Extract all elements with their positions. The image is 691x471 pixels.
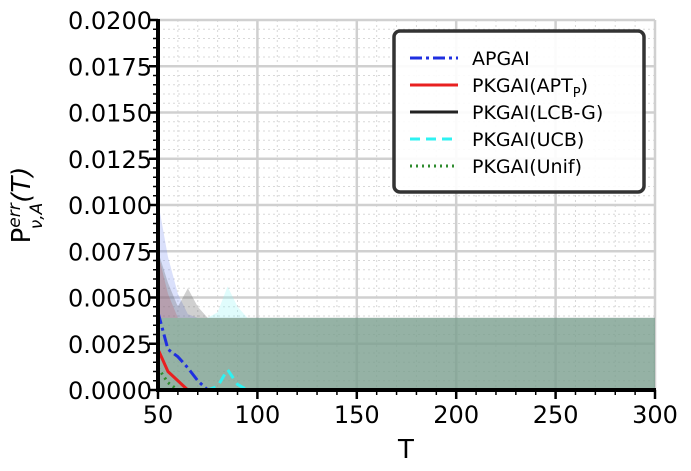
- legend-label: PKGAI(LCB-G): [472, 102, 603, 124]
- x-tick-label: 250: [533, 401, 579, 429]
- y-axis-label: Perr ν,A(T): [5, 167, 47, 244]
- x-axis-label: T: [397, 435, 414, 465]
- y-tick-label: 0.0075: [68, 238, 152, 266]
- x-tick-label: 100: [234, 401, 280, 429]
- legend-label: PKGAI(UCB): [472, 129, 584, 151]
- band-apgai: [158, 201, 655, 390]
- legend-label: PKGAI(APTP): [472, 75, 588, 101]
- x-tick-label: 300: [632, 401, 678, 429]
- x-tick-label: 150: [334, 401, 380, 429]
- band-pkgai-unif-: [158, 317, 655, 390]
- legend-label: PKGAI(Unif): [472, 156, 582, 178]
- y-tick-label: 0.0150: [68, 100, 152, 128]
- y-tick-label: 0.0125: [68, 146, 152, 174]
- band-pkgai-lcb-g-: [158, 251, 655, 390]
- legend-frame: [392, 29, 646, 194]
- confidence-bands: [158, 201, 655, 390]
- y-tick-label: 0.0025: [68, 331, 152, 359]
- tick-marks: [149, 18, 657, 399]
- y-tick-label: 0.0175: [68, 53, 152, 81]
- legend-label: APGAI: [472, 48, 530, 70]
- y-tick-label: 0.0050: [68, 285, 152, 313]
- x-tick-label: 200: [433, 401, 479, 429]
- band-pkgai-apt: [158, 253, 655, 390]
- y-tick-label: 0.0100: [68, 192, 152, 220]
- y-tick-label: 0.0000: [68, 377, 152, 405]
- y-tick-label: 0.0200: [68, 7, 152, 35]
- x-tick-label: 50: [143, 401, 174, 429]
- legend: APGAI PKGAI(APTP)PKGAI(LCB-G) PKGAI(UCB) PK…: [392, 29, 646, 194]
- tick-labels: 50 100 150 200 250 300 0.0000 0.0025 0.0050 0.007…: [68, 7, 678, 429]
- band-pkgai-ucb-: [158, 286, 655, 390]
